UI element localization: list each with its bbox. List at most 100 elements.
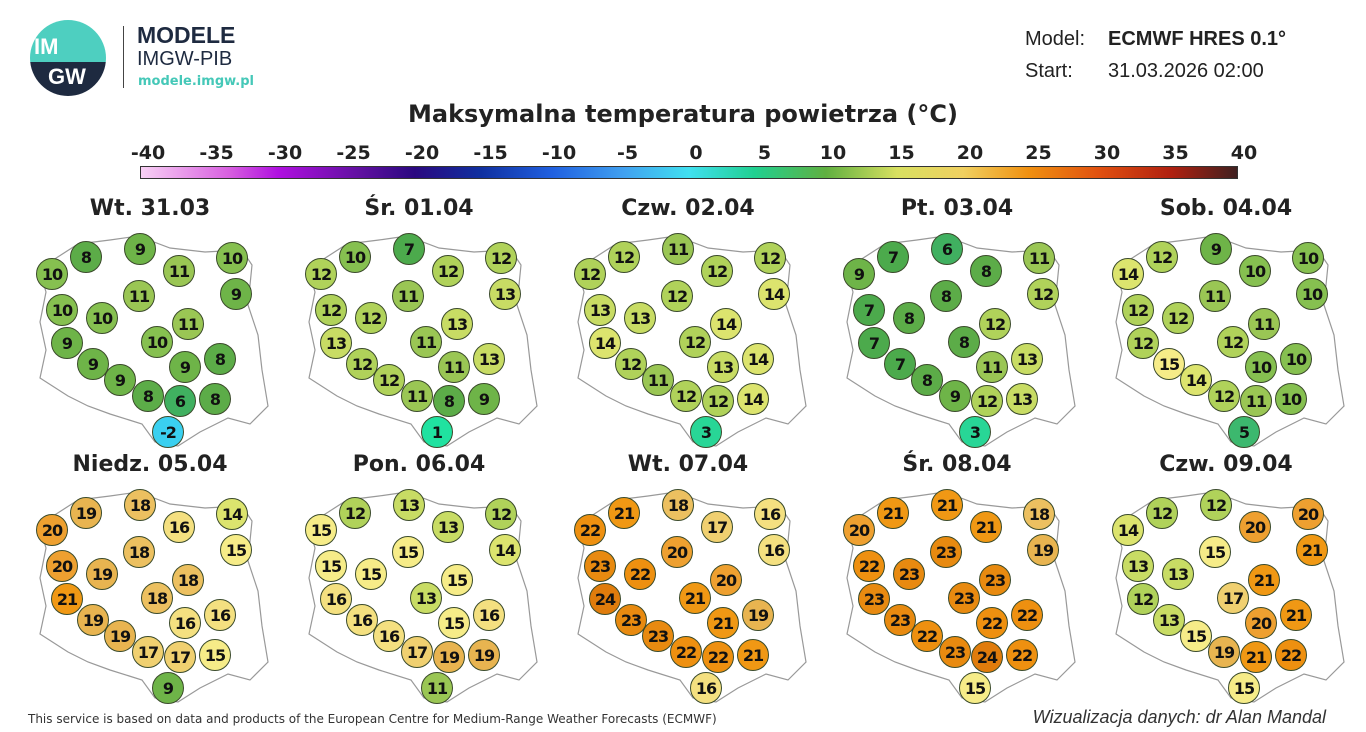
colorbar-tick: -30: [267, 142, 303, 164]
brand-org: IMGW-PIB: [137, 48, 233, 70]
temperature-marker: 15: [438, 607, 470, 639]
temperature-marker: 8: [70, 241, 102, 273]
temperature-marker: 10: [216, 242, 248, 274]
temperature-marker: 16: [373, 620, 405, 652]
temperature-marker: 11: [392, 280, 424, 312]
temperature-marker: 14: [589, 327, 621, 359]
temperature-marker: 11: [662, 233, 694, 265]
temperature-marker: 12: [1208, 380, 1240, 412]
temperature-marker: 21: [877, 497, 909, 529]
panel-date-title: Pt. 03.04: [900, 196, 1014, 221]
temperature-marker: 19: [1208, 636, 1240, 668]
panel-date-title: Sob. 04.04: [1159, 196, 1293, 221]
temperature-marker: 9: [51, 327, 83, 359]
temperature-marker: 12: [608, 241, 640, 273]
temperature-marker: 12: [485, 498, 517, 530]
temperature-marker: 15: [315, 550, 347, 582]
temperature-marker: 9: [220, 278, 252, 310]
temperature-marker: 21: [1240, 641, 1272, 673]
temperature-marker: 20: [1245, 607, 1277, 639]
temperature-marker: 15: [1153, 348, 1185, 380]
temperature-marker: 11: [421, 672, 453, 704]
temperature-marker: 10: [36, 258, 68, 290]
temperature-marker: 11: [976, 351, 1008, 383]
temperature-marker: 21: [51, 583, 83, 615]
temperature-marker: 10: [339, 241, 371, 273]
temperature-marker: 16: [473, 599, 505, 631]
temperature-marker: 8: [204, 343, 236, 375]
temperature-marker: 13: [489, 278, 521, 310]
temperature-marker: 17: [1217, 582, 1249, 614]
temperature-marker: 11: [172, 308, 204, 340]
temperature-marker: 8: [970, 255, 1002, 287]
temperature-marker: 23: [584, 550, 616, 582]
temperature-marker: 9: [152, 672, 184, 704]
colorbar-tick: 30: [1093, 142, 1121, 164]
temperature-marker: 12: [305, 258, 337, 290]
temperature-marker: 14: [1112, 514, 1144, 546]
temperature-marker: 8: [930, 280, 962, 312]
temperature-marker: 12: [373, 364, 405, 396]
logo-divider: [123, 26, 124, 88]
panel-date-title: Czw. 09.04: [1159, 452, 1293, 477]
temperature-marker: 15: [1228, 672, 1260, 704]
temperature-marker: 10: [1280, 343, 1312, 375]
temperature-marker: 14: [1112, 258, 1144, 290]
logo-text-bottom: GW: [48, 64, 86, 89]
temperature-marker: 21: [1280, 599, 1312, 631]
brand-url[interactable]: modele.imgw.pl: [138, 74, 254, 89]
temperature-marker: 12: [1027, 278, 1059, 310]
temperature-marker: 12: [754, 242, 786, 274]
temperature-marker: 15: [1180, 620, 1212, 652]
temperature-marker: 11: [1199, 280, 1231, 312]
colorbar-tick: 40: [1230, 142, 1258, 164]
temperature-marker: 12: [1162, 302, 1194, 334]
temperature-marker: 8: [199, 383, 231, 415]
temperature-marker: 21: [970, 511, 1002, 543]
colorbar-tick: 5: [757, 142, 772, 164]
colorbar-tick: -25: [336, 142, 371, 164]
temperature-marker: 15: [199, 639, 231, 671]
temperature-marker: 11: [123, 280, 155, 312]
temperature-marker: 18: [662, 489, 694, 521]
temperature-marker: 22: [574, 514, 606, 546]
logo-text-top: IM: [34, 34, 59, 59]
temperature-marker: 7: [853, 294, 885, 326]
temperature-marker: 18: [123, 536, 155, 568]
model-value: ECMWF HRES 0.1°: [1108, 28, 1287, 50]
temperature-marker: 8: [948, 326, 980, 358]
temperature-marker: 23: [893, 558, 925, 590]
colorbar-tick: -15: [473, 142, 508, 164]
temperature-marker: 13: [1162, 558, 1194, 590]
temperature-marker: 14: [710, 308, 742, 340]
temperature-marker: 13: [1122, 550, 1154, 582]
temperature-marker: 8: [433, 385, 465, 417]
temperature-marker: 19: [433, 641, 465, 673]
temperature-marker: 13: [393, 489, 425, 521]
panel-date-title: Niedz. 05.04: [72, 452, 228, 477]
temperature-marker: 9: [1200, 233, 1232, 265]
temperature-marker: 3: [959, 416, 991, 448]
temperature-marker: 10: [46, 294, 78, 326]
temperature-marker: 19: [77, 604, 109, 636]
temperature-marker: 16: [346, 604, 378, 636]
temperature-marker: 11: [1240, 385, 1272, 417]
temperature-marker: 12: [315, 294, 347, 326]
page-title: Maksymalna temperatura powietrza (°C): [408, 100, 958, 128]
temperature-marker: 12: [574, 258, 606, 290]
temperature-marker: 10: [86, 302, 118, 334]
temperature-marker: 22: [1006, 639, 1038, 671]
temperature-marker: 15: [1199, 536, 1231, 568]
temperature-marker: 18: [172, 564, 204, 596]
temperature-marker: 22: [1275, 639, 1307, 671]
temperature-marker: 12: [971, 385, 1003, 417]
ecmwf-disclaimer: This service is based on data and produc…: [28, 712, 717, 726]
panel-date-title: Pon. 06.04: [352, 452, 486, 477]
temperature-marker: 22: [1011, 599, 1043, 631]
temperature-marker: 10: [1292, 242, 1324, 274]
temperature-marker: 16: [204, 599, 236, 631]
temperature-marker: 23: [884, 604, 916, 636]
temperature-marker: 20: [1292, 498, 1324, 530]
temperature-marker: 3: [690, 416, 722, 448]
temperature-marker: 13: [707, 351, 739, 383]
